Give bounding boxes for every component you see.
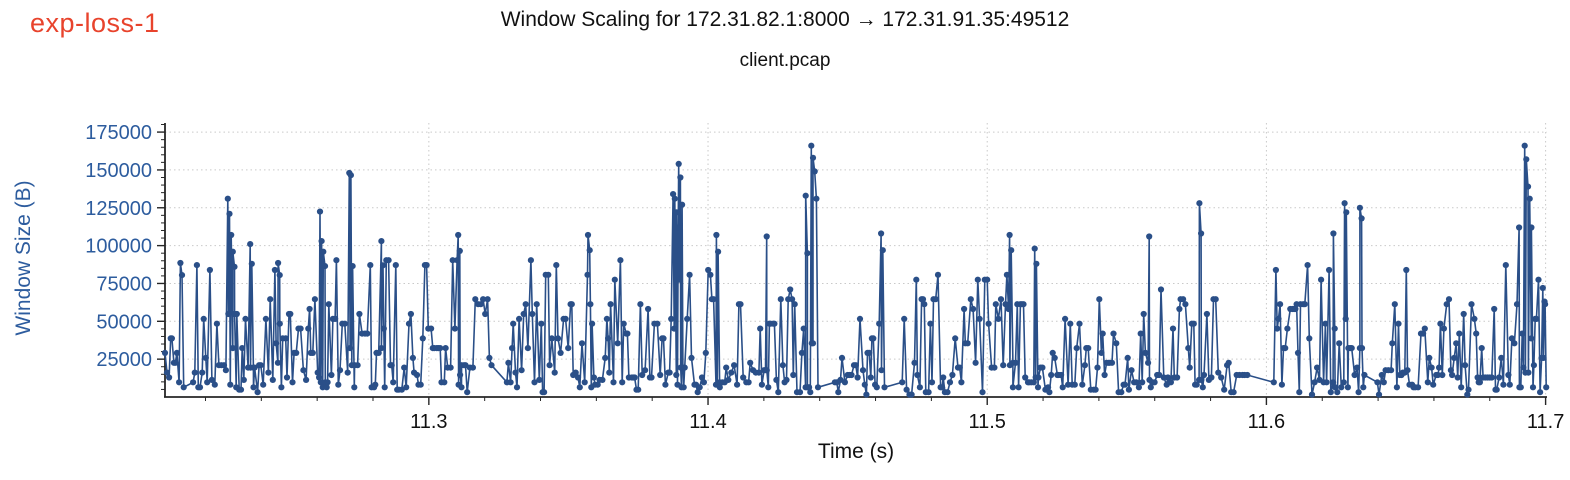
- svg-text:11.4: 11.4: [689, 411, 726, 433]
- svg-text:25000: 25000: [96, 349, 152, 371]
- svg-text:175000: 175000: [85, 122, 152, 144]
- svg-text:50000: 50000: [96, 311, 152, 333]
- chart-title: Window Scaling for 172.31.82.1:8000 → 17…: [500, 8, 1070, 31]
- svg-text:11.3: 11.3: [410, 411, 447, 433]
- svg-text:125000: 125000: [85, 198, 152, 220]
- svg-text:11.7: 11.7: [1527, 411, 1564, 433]
- svg-text:11.5: 11.5: [968, 411, 1005, 433]
- svg-text:11.6: 11.6: [1248, 411, 1285, 433]
- svg-text:100000: 100000: [85, 236, 152, 258]
- svg-text:75000: 75000: [96, 273, 152, 295]
- x-axis-label: Time (s): [817, 440, 895, 463]
- chart-subtitle: client.pcap: [739, 50, 831, 71]
- svg-text:150000: 150000: [85, 160, 152, 182]
- experiment-label: exp-loss-1: [30, 8, 160, 38]
